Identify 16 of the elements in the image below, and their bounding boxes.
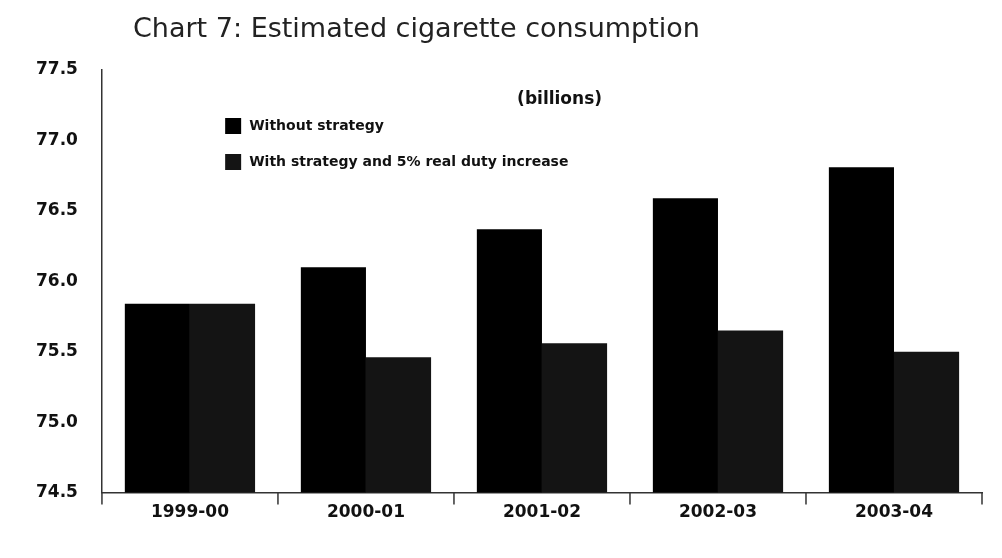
- x-tick-label: 2000-01: [326, 501, 405, 522]
- x-tick-label: 1999-00: [150, 501, 230, 522]
- y-tick-label: 74.5: [35, 481, 78, 502]
- y-tick-label: 75.0: [35, 410, 79, 431]
- chart-title: Chart 7: Estimated cigarette consumption: [133, 12, 700, 43]
- x-tick-label: 2003-04: [854, 501, 934, 522]
- y-tick-label: 77.5: [35, 58, 78, 79]
- y-tick-label: 77.0: [35, 128, 79, 149]
- legend-label: Without strategy: [249, 116, 384, 133]
- x-tick-label: 2002-03: [678, 501, 757, 522]
- y-tick-label: 76.5: [35, 199, 78, 220]
- legend-label: With strategy and 5% real duty increase: [249, 152, 569, 169]
- y-tick-label: 76.0: [35, 269, 79, 290]
- annotation: (billions): [517, 88, 603, 109]
- y-tick-label: 75.5: [35, 340, 78, 361]
- x-tick-label: 2001-02: [502, 501, 581, 522]
